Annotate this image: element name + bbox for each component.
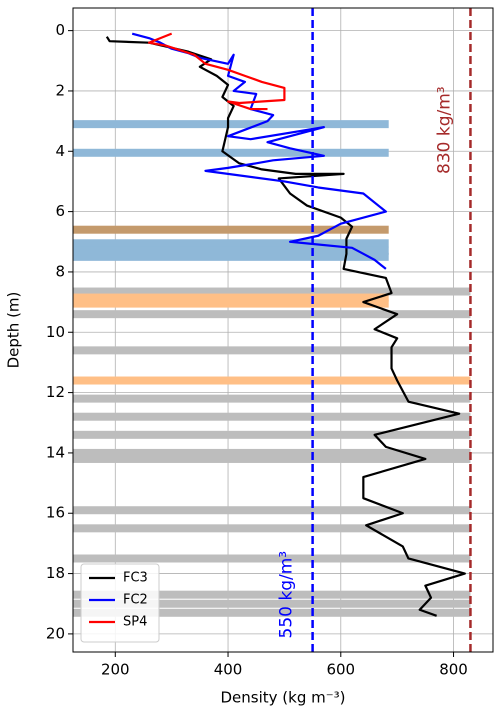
profile-line [105,36,466,617]
depth-band [73,299,389,308]
legend-label: FC3 [123,571,148,586]
profile-line [131,32,387,270]
x-tick-label: 200 [101,661,130,679]
x-tick-label: 600 [326,661,355,679]
depth-band [73,506,471,515]
depth-band [73,554,471,563]
depth-band [73,120,389,129]
depth-band [73,412,471,421]
x-tick-label: 400 [214,661,243,679]
depth-band [73,430,471,439]
y-tick-label: 6 [55,202,65,220]
y-axis-label: Depth (m) [5,292,23,369]
depth-band [73,590,471,599]
legend-label: FC2 [123,593,148,608]
legend-label: SP4 [123,615,147,630]
y-tick-label: 4 [55,142,65,160]
depth-band [73,454,471,463]
depth-band [73,394,471,403]
depth-band [73,252,389,261]
depth-band [73,608,471,617]
y-tick-label: 0 [55,21,65,39]
depth-band [73,599,471,608]
depth-band [73,310,471,319]
depth-band [73,225,389,234]
reference-label: 830 kg/m³ [434,86,454,174]
x-tick-label: 800 [439,661,468,679]
y-tick-label: 8 [55,262,65,280]
profile-line [148,32,286,111]
depth-band [73,287,471,296]
depth-band [73,346,471,355]
depth-band [73,448,471,457]
depth-band [73,246,389,255]
y-tick-label: 2 [55,81,65,99]
y-tick-label: 16 [46,504,65,522]
y-tick-label: 10 [46,323,65,341]
y-tick-label: 20 [46,624,65,642]
depth-band [73,148,389,157]
y-tick-label: 18 [46,564,65,582]
depth-band [73,293,389,302]
y-tick-label: 14 [46,443,65,461]
depth-band [73,376,471,385]
reference-label: 550 kg/m³ [277,551,297,639]
depth-band [73,239,389,248]
plot-frame [72,7,494,653]
x-axis-label: Density (kg m⁻³) [220,689,345,707]
depth-band [73,524,471,533]
y-tick-label: 12 [46,383,65,401]
